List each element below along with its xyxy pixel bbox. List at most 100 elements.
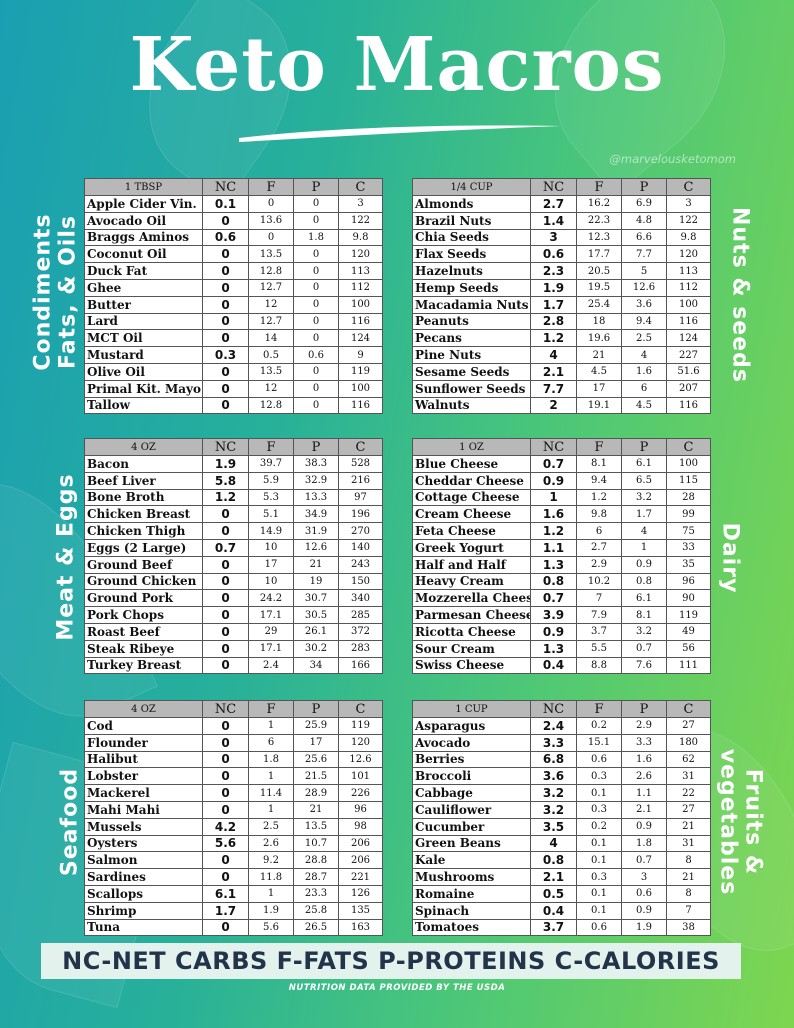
net-carbs-value: 1.2 bbox=[530, 522, 577, 540]
table-row: Cod 0 1 25.9 119 bbox=[84, 717, 383, 735]
meat-eggs-table: 4 OZ NC F P C Bacon 1.9 39.7 38.3 528 Beef Li… bbox=[84, 438, 383, 675]
protein-value: 25.6 bbox=[293, 750, 339, 769]
net-carbs-value: 1.3 bbox=[530, 639, 577, 658]
table-row: Pine Nuts 4 21 4 227 bbox=[412, 346, 711, 364]
fat-value: 2.6 bbox=[248, 834, 294, 853]
net-carbs-value: 0 bbox=[202, 733, 249, 752]
calories-value: 227 bbox=[666, 346, 711, 364]
f-header: F bbox=[576, 700, 622, 718]
calories-value: 126 bbox=[338, 884, 383, 903]
table-row: Parmesan Cheese 3.9 7.9 8.1 119 bbox=[412, 606, 711, 624]
food-name: Avocado Oil bbox=[84, 211, 203, 230]
food-name: Mozzerella Cheese bbox=[412, 589, 531, 608]
fat-value: 19.1 bbox=[576, 396, 622, 415]
protein-value: 0.7 bbox=[621, 851, 667, 870]
fat-value: 5.9 bbox=[248, 471, 294, 490]
c-header: C bbox=[666, 178, 711, 196]
net-carbs-value: 1.2 bbox=[530, 329, 577, 348]
protein-value: 0 bbox=[293, 195, 339, 213]
table-row: Duck Fat 0 12.8 0 113 bbox=[84, 262, 383, 280]
protein-value: 0.7 bbox=[621, 639, 667, 658]
table-row: Avocado Oil 0 13.6 0 122 bbox=[84, 211, 383, 230]
section-label-condiments: Condiments Fats, & Oils bbox=[30, 213, 81, 371]
nc-header: NC bbox=[530, 438, 577, 456]
table-row: Cucumber 3.5 0.2 0.9 21 bbox=[412, 817, 711, 836]
food-name: MCT Oil bbox=[84, 329, 203, 348]
table-row: Mahi Mahi 0 1 21 96 bbox=[84, 800, 383, 819]
protein-value: 6.1 bbox=[621, 455, 667, 473]
net-carbs-value: 0 bbox=[202, 918, 249, 937]
fat-value: 9.4 bbox=[576, 471, 622, 490]
table-row: Coconut Oil 0 13.5 0 120 bbox=[84, 245, 383, 264]
fat-value: 29 bbox=[248, 622, 294, 641]
food-name: Cod bbox=[84, 717, 203, 735]
protein-value: 7.7 bbox=[621, 245, 667, 264]
fat-value: 13.5 bbox=[248, 245, 294, 264]
protein-value: 10.7 bbox=[293, 834, 339, 853]
calories-value: 75 bbox=[666, 522, 711, 540]
protein-value: 12.6 bbox=[293, 538, 339, 557]
table-row: Hazelnuts 2.3 20.5 5 113 bbox=[412, 262, 711, 280]
table-row: Olive Oil 0 13.5 0 119 bbox=[84, 362, 383, 381]
fat-value: 17 bbox=[248, 555, 294, 574]
table-row: Chicken Thigh 0 14.9 31.9 270 bbox=[84, 522, 383, 540]
net-carbs-value: 4.2 bbox=[202, 817, 249, 836]
section-label-meat: Meat & Eggs bbox=[53, 473, 79, 641]
serving-unit-header: 4 OZ bbox=[84, 700, 203, 718]
food-name: Bone Broth bbox=[84, 488, 203, 507]
food-name: Blue Cheese bbox=[412, 455, 531, 473]
food-name: Pine Nuts bbox=[412, 346, 531, 364]
food-name: Mahi Mahi bbox=[84, 800, 203, 819]
table-row: Blue Cheese 0.7 8.1 6.1 100 bbox=[412, 455, 711, 473]
serving-unit-header: 1/4 CUP bbox=[412, 178, 531, 196]
serving-unit-header: 1 TBSP bbox=[84, 178, 203, 196]
food-name: Sesame Seeds bbox=[412, 362, 531, 381]
fat-value: 8.1 bbox=[576, 455, 622, 473]
fat-value: 9.2 bbox=[248, 851, 294, 870]
fat-value: 2.7 bbox=[576, 538, 622, 557]
food-name: Braggs Aminos bbox=[84, 228, 203, 247]
food-name: Avocado bbox=[412, 733, 531, 752]
protein-value: 21 bbox=[293, 555, 339, 574]
protein-value: 4.5 bbox=[621, 396, 667, 415]
food-name: Tomatoes bbox=[412, 918, 531, 937]
fat-value: 2.9 bbox=[576, 555, 622, 574]
fat-value: 1 bbox=[248, 800, 294, 819]
calories-value: 120 bbox=[338, 245, 383, 264]
calories-value: 216 bbox=[338, 471, 383, 490]
net-carbs-value: 1.9 bbox=[530, 278, 577, 297]
net-carbs-value: 0.7 bbox=[530, 589, 577, 608]
protein-value: 1.6 bbox=[621, 750, 667, 769]
fat-value: 1.9 bbox=[248, 901, 294, 920]
protein-value: 0 bbox=[293, 329, 339, 348]
food-name: Green Beans bbox=[412, 834, 531, 853]
table-row: Mackerel 0 11.4 28.9 226 bbox=[84, 784, 383, 802]
calories-value: 283 bbox=[338, 639, 383, 658]
net-carbs-value: 7.7 bbox=[530, 379, 577, 398]
page-title: Keto Macros bbox=[129, 22, 665, 108]
food-name: Sour Cream bbox=[412, 639, 531, 658]
protein-value: 0 bbox=[293, 396, 339, 415]
table-row: Sardines 0 11.8 28.7 221 bbox=[84, 868, 383, 886]
net-carbs-value: 0.4 bbox=[530, 656, 577, 675]
net-carbs-value: 3.5 bbox=[530, 817, 577, 836]
calories-value: 285 bbox=[338, 606, 383, 624]
calories-value: 116 bbox=[666, 312, 711, 331]
fat-value: 17.1 bbox=[248, 606, 294, 624]
protein-value: 21.5 bbox=[293, 767, 339, 786]
fat-value: 0.2 bbox=[576, 817, 622, 836]
protein-value: 30.7 bbox=[293, 589, 339, 608]
food-name: Lard bbox=[84, 312, 203, 331]
food-name: Mackerel bbox=[84, 784, 203, 802]
food-name: Spinach bbox=[412, 901, 531, 920]
calories-value: 8 bbox=[666, 851, 711, 870]
food-name: Parmesan Cheese bbox=[412, 606, 531, 624]
food-name: Kale bbox=[412, 851, 531, 870]
food-name: Oysters bbox=[84, 834, 203, 853]
table-row: Ground Chicken 0 10 19 150 bbox=[84, 572, 383, 591]
protein-value: 2.5 bbox=[621, 329, 667, 348]
calories-value: 112 bbox=[666, 278, 711, 297]
net-carbs-value: 0 bbox=[202, 767, 249, 786]
fat-value: 18 bbox=[576, 312, 622, 331]
food-name: Ricotta Cheese bbox=[412, 622, 531, 641]
